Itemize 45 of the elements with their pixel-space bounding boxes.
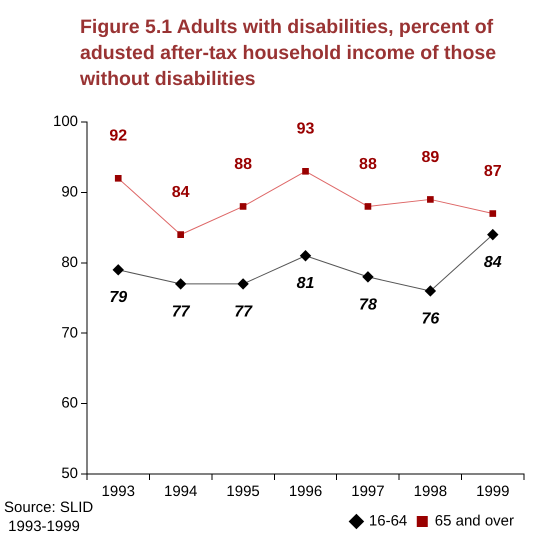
data-label: 77	[234, 303, 254, 320]
data-label: 84	[484, 254, 502, 272]
source-note: Source: SLID 1993-1999	[4, 498, 94, 536]
data-label: 87	[484, 162, 502, 180]
y-tick-label: 90	[61, 184, 78, 201]
data-label: 78	[359, 296, 377, 314]
legend-label: 16-64	[368, 512, 408, 530]
data-label: 76	[421, 310, 440, 328]
point	[240, 203, 246, 210]
legend-label: 65 and over	[434, 512, 514, 530]
data-label: 88	[234, 156, 252, 173]
point	[487, 229, 498, 240]
x-tick-label: 1999	[476, 483, 510, 500]
point	[238, 278, 249, 290]
point	[112, 264, 124, 276]
y-tick-label: 100	[52, 113, 78, 130]
point	[175, 278, 186, 290]
y-tick-label: 60	[61, 394, 78, 412]
data-label: 93	[296, 120, 315, 138]
point	[427, 196, 434, 203]
y-tick-label: 50	[61, 465, 78, 482]
x-tick-label: 1998	[414, 483, 448, 500]
y-tick-label: 70	[61, 324, 78, 342]
data-label: 84	[172, 184, 190, 202]
point	[177, 231, 184, 238]
x-tick-label: 1995	[226, 483, 260, 500]
data-label: 77	[172, 303, 191, 320]
point	[489, 210, 496, 217]
point	[364, 203, 372, 210]
data-label: 88	[359, 156, 377, 173]
data-label: 79	[109, 289, 128, 306]
point	[300, 250, 312, 262]
data-label: 92	[109, 128, 128, 145]
point	[114, 174, 122, 182]
point	[302, 168, 309, 175]
y-tick-label: 80	[61, 254, 78, 271]
data-label: 89	[421, 148, 440, 166]
point	[362, 271, 374, 282]
x-tick-label: 1993	[102, 483, 135, 500]
x-tick-label: 1994	[164, 483, 198, 500]
data-label: 81	[296, 275, 315, 292]
chart-title: Figure 5.1 Adults with disabilities, percent of adusted after-tax household income of those without disabilities	[80, 15, 498, 92]
point	[424, 285, 436, 296]
x-tick-label: 1997	[351, 483, 385, 500]
x-tick-label: 1996	[288, 483, 322, 500]
